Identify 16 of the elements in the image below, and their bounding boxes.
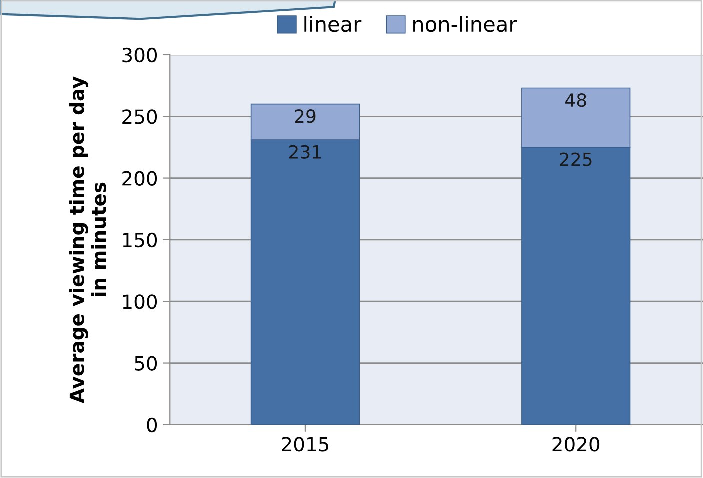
data-label: 29 bbox=[295, 110, 316, 124]
y-tick-label: 200 bbox=[122, 171, 158, 186]
legend-label: non-linear bbox=[414, 16, 518, 32]
x-tick-label: 2020 bbox=[552, 437, 600, 452]
y-tick-label: 150 bbox=[123, 232, 158, 248]
y-axis-title: Average viewing time per day in minutes bbox=[69, 76, 106, 404]
y-tick-label: 300 bbox=[122, 48, 158, 63]
y-tick-label: 100 bbox=[123, 294, 158, 310]
data-label: 225 bbox=[560, 152, 592, 166]
y-tick-label: 50 bbox=[135, 356, 158, 371]
data-label: 231 bbox=[290, 145, 322, 159]
x-tick-label: 2015 bbox=[282, 437, 328, 452]
y-tick-label: 0 bbox=[147, 418, 158, 433]
y-tick-label: 250 bbox=[122, 110, 158, 124]
legend-label: linear bbox=[304, 16, 362, 32]
data-label: 48 bbox=[566, 94, 586, 108]
